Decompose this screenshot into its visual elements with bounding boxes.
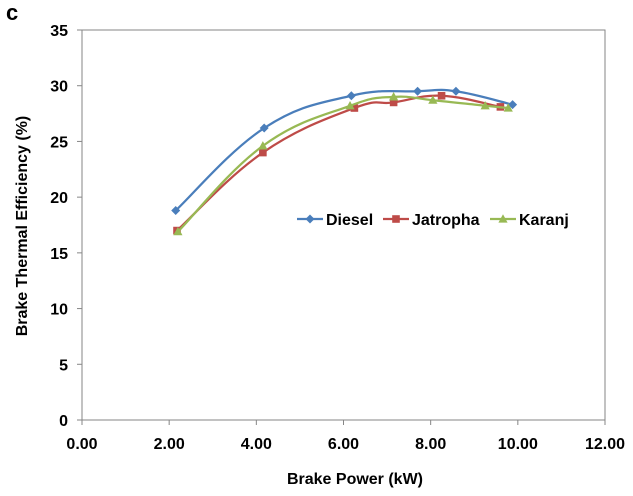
legend-item-diesel: Diesel (297, 212, 373, 229)
y-tick-label: 0 (59, 413, 68, 430)
legend: Diesel Jatropha Karanj (297, 212, 569, 229)
legend-marker (498, 214, 508, 223)
legend-label: Diesel (326, 212, 373, 229)
x-tick-label: 4.00 (241, 436, 272, 453)
data-point (437, 91, 446, 100)
x-tick-label: 12.00 (585, 436, 625, 453)
legend-item-karanj: Karanj (490, 212, 569, 229)
legend-label: Karanj (519, 212, 569, 229)
series-karanj (173, 92, 513, 236)
series-diesel (171, 86, 518, 216)
x-tick-label: 8.00 (415, 436, 446, 453)
legend-marker (305, 214, 315, 224)
data-point (258, 141, 268, 150)
data-point (508, 100, 518, 110)
legend-label: Jatropha (412, 212, 480, 229)
data-point (259, 123, 269, 133)
y-tick-label: 35 (50, 23, 68, 40)
series-layer (171, 86, 518, 236)
axes: 0 5 10 15 20 25 30 35 0.00 2.00 4.00 6.00 8.00 10.00 1… (50, 23, 625, 453)
data-point (389, 92, 399, 101)
y-tick-label: 5 (59, 357, 68, 374)
y-axis-label: Brake Thermal Efficiency (%) (14, 116, 31, 337)
x-tick-label: 6.00 (328, 436, 359, 453)
data-point (428, 95, 438, 104)
data-point (451, 86, 461, 96)
data-point (171, 206, 181, 216)
data-point (173, 226, 183, 236)
panel-letter: c (6, 0, 19, 25)
data-point (413, 86, 423, 96)
y-tick-label: 10 (50, 302, 68, 319)
legend-item-jatropha: Jatropha (383, 212, 480, 229)
data-point (259, 148, 267, 157)
x-tick-label: 0.00 (66, 436, 97, 453)
data-point (389, 98, 398, 107)
x-tick-label: 2.00 (154, 436, 185, 453)
y-tick-label: 15 (50, 246, 68, 263)
data-point (350, 104, 359, 112)
data-point (480, 100, 490, 110)
data-point (346, 91, 356, 101)
y-tick-label: 20 (50, 190, 68, 207)
data-point (345, 100, 355, 110)
x-axis-label: Brake Power (kW) (287, 471, 423, 488)
x-tick-label: 10.00 (498, 436, 538, 453)
y-tick-label: 30 (50, 79, 68, 96)
series-line (176, 94, 501, 232)
y-tick-label: 25 (50, 134, 68, 151)
data-point (503, 103, 513, 112)
legend-marker (392, 215, 400, 223)
